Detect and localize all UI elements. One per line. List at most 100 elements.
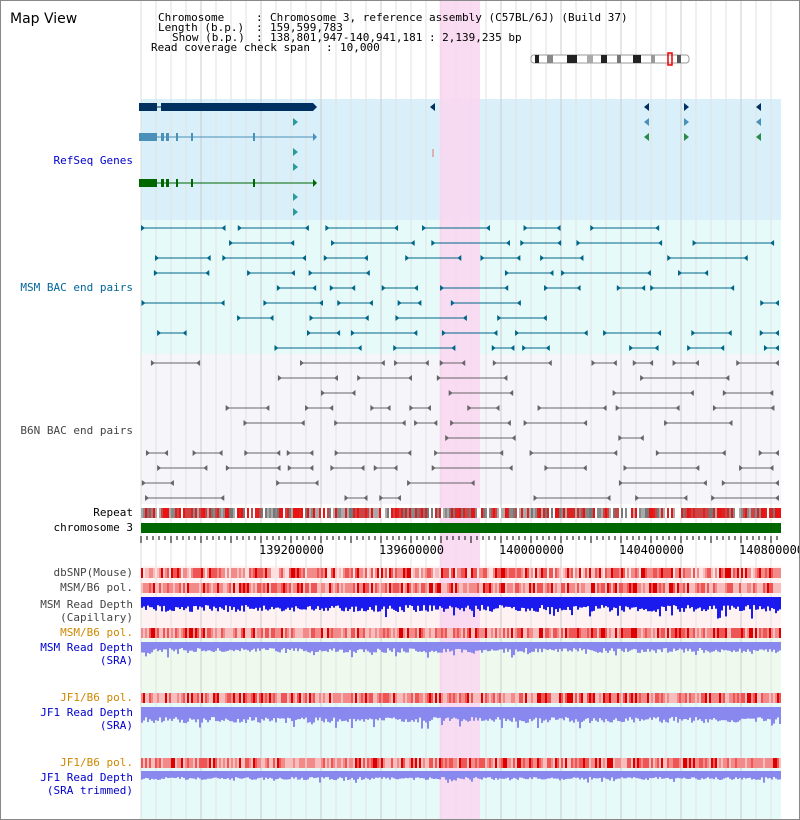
jf1-depth-sra-bar [607, 707, 609, 722]
jf1-depth-sra-bar [457, 707, 459, 720]
jf1-b6-pol-cell [551, 693, 553, 703]
msm-b6-pol-cell [463, 583, 465, 593]
track-label-dbsnp[interactable]: dbSNP(Mouse) [53, 566, 133, 579]
msm-b6-pol-cell [317, 628, 319, 638]
jf1-depth-trim-bar [277, 771, 279, 779]
track-label-refseq[interactable]: RefSeq Genes [53, 154, 133, 167]
dbsnp-cell [365, 568, 367, 578]
msm-b6-pol-cell [195, 583, 197, 593]
jf1-depth-trim-bar [493, 771, 495, 780]
msm-depth-sra-bar [493, 642, 495, 651]
jf1-depth-sra-bar [383, 707, 385, 721]
dbsnp-cell [547, 568, 549, 578]
repeat-segment [335, 508, 337, 518]
jf1-depth-sra-bar [215, 707, 217, 721]
jf1-depth-sra-bar [739, 707, 741, 721]
repeat-segment [219, 508, 221, 518]
msm-b6-pol-cell [579, 583, 581, 593]
repeat-segment [679, 508, 681, 518]
repeat-segment [169, 508, 171, 518]
msm-depth-sra-bar [175, 642, 177, 650]
jf1-b6-pol-cell [333, 758, 335, 768]
jf1-depth-trim-bar [239, 771, 241, 779]
msm-depth-capillary-bar [581, 597, 583, 608]
track-label-jf1-depth-trim-1[interactable]: JF1 Read Depth [40, 771, 133, 784]
repeat-segment [249, 508, 251, 518]
track-label-msm-depth-cap-1[interactable]: MSM Read Depth [40, 598, 133, 611]
msm-b6-pol-cell [573, 628, 575, 638]
jf1-b6-pol-cell [703, 758, 705, 768]
msm-b6-pol-cell [171, 583, 173, 593]
track-label-chromosome[interactable]: chromosome 3 [53, 521, 133, 534]
msm-bac-pair-end [290, 240, 295, 246]
msm-depth-capillary-bar [659, 597, 661, 617]
jf1-depth-sra-bar [747, 707, 749, 719]
dbsnp-cell [241, 568, 243, 578]
track-label-msm-b6-pol-2[interactable]: MSM/B6 pol. [60, 626, 133, 639]
track-label-repeat[interactable]: Repeat [93, 506, 133, 519]
track-label-b6n-bac[interactable]: B6N BAC end pairs [20, 424, 133, 437]
jf1-b6-pol-cell [487, 693, 489, 703]
msm-depth-capillary-bar [623, 597, 625, 612]
jf1-b6-pol-cell [335, 758, 337, 768]
repeat-segment [211, 508, 213, 518]
b6n-bac-pair-end [725, 375, 730, 381]
jf1-depth-trim-bar [513, 771, 515, 778]
b6n-bac-pair-end [694, 360, 699, 366]
jf1-b6-pol-cell [589, 758, 591, 768]
coverage-tracks [141, 568, 781, 783]
repeat-segment [421, 508, 423, 518]
track-label-jf1-depth-sra-1[interactable]: JF1 Read Depth [40, 706, 133, 719]
msm-b6-pol-cell [179, 628, 181, 638]
track-label-msm-depth-sra-1[interactable]: MSM Read Depth [40, 641, 133, 654]
jf1-depth-trim-bar [723, 771, 725, 779]
msm-depth-sra-bar [309, 642, 311, 653]
jf1-b6-pol-cell [591, 758, 593, 768]
b6n-bac-pair-end [618, 435, 623, 441]
msm-b6-pol-cell [769, 583, 771, 593]
msm-depth-capillary-bar [317, 597, 319, 607]
msm-b6-pol-cell [517, 628, 519, 638]
track-label-jf1-b6-pol-2[interactable]: JF1/B6 pol. [60, 756, 133, 769]
jf1-b6-pol-cell [407, 693, 409, 703]
msm-b6-pol-cell [409, 628, 411, 638]
msm-depth-capillary-bar [243, 597, 245, 612]
dbsnp-cell [233, 568, 235, 578]
msm-b6-pol-cell [247, 628, 249, 638]
jf1-depth-sra-bar [177, 707, 179, 720]
dbsnp-cell [281, 568, 283, 578]
jf1-depth-trim-bar [727, 771, 729, 778]
repeat-segment [153, 508, 155, 518]
repeat-segment [673, 508, 675, 518]
track-label-msm-b6-pol-1[interactable]: MSM/B6 pol. [60, 581, 133, 594]
msm-depth-capillary-bar [349, 597, 351, 610]
msm-b6-pol-cell [501, 628, 503, 638]
jf1-depth-trim-bar [157, 771, 159, 780]
msm-depth-capillary-bar [335, 597, 337, 607]
track-label-msm-bac[interactable]: MSM BAC end pairs [20, 281, 133, 294]
msm-depth-capillary-bar [391, 597, 393, 609]
b6n-bac-pair-end [711, 495, 716, 501]
refseq-gene-marker [684, 118, 689, 126]
track-label-jf1-b6-pol-1[interactable]: JF1/B6 pol. [60, 691, 133, 704]
msm-b6-pol-cell [639, 628, 641, 638]
msm-b6-pol-cell [323, 628, 325, 638]
jf1-b6-pol-cell [593, 758, 595, 768]
dbsnp-cell [675, 568, 677, 578]
jf1-b6-pol-cell [397, 758, 399, 768]
jf1-depth-trim-bar [771, 771, 773, 780]
dbsnp-cell [261, 568, 263, 578]
b6n-bac-pair-end [495, 405, 500, 411]
dbsnp-cell [727, 568, 729, 578]
msm-depth-sra-bar [763, 642, 765, 651]
msm-depth-sra-bar [567, 642, 569, 652]
msm-depth-sra-bar [377, 642, 379, 649]
msm-b6-pol-cell [465, 583, 467, 593]
jf1-b6-pol-cell [585, 693, 587, 703]
msm-bac-pair-end [590, 225, 595, 231]
jf1-depth-sra-bar [199, 707, 201, 728]
msm-depth-sra-bar [195, 642, 197, 652]
jf1-depth-trim-bar [689, 771, 691, 779]
jf1-b6-pol-cell [665, 693, 667, 703]
